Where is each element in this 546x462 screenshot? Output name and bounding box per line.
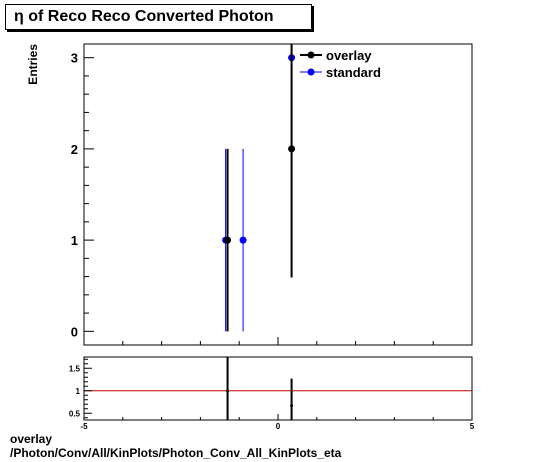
ratio-plot: 0.5 1 1.5 -5 0 5	[69, 356, 475, 431]
ratio-x-tick-label: 0	[276, 422, 281, 431]
y-tick-label: 0	[71, 324, 78, 339]
ratio-y-tick-label: 0.5	[69, 409, 81, 418]
ratio-y-tick-label: 1	[76, 387, 81, 396]
ratio-point	[290, 404, 294, 408]
legend-label-overlay: overlay	[326, 48, 372, 63]
plot-frame	[83, 43, 473, 346]
legend-marker-overlay	[307, 51, 315, 59]
main-plot: 0 1 2 3 Entries overlay standard	[26, 43, 473, 346]
ratio-x-tick-label: -5	[80, 422, 88, 431]
data-point-overlay	[224, 236, 232, 244]
plot-title: η of Reco Reco Converted Photon	[14, 8, 274, 25]
y-axis-label: Entries	[26, 44, 40, 85]
title-box: η of Reco Reco Converted Photon	[5, 4, 312, 30]
data-point-standard	[239, 236, 247, 244]
ratio-frame	[83, 356, 473, 421]
ratio-y-tick-label: 1.5	[69, 364, 81, 373]
data-point-overlay	[288, 145, 296, 153]
y-tick-label: 2	[71, 142, 78, 157]
legend-label-standard: standard	[326, 65, 381, 80]
legend-marker-standard	[307, 68, 315, 76]
y-tick-label: 3	[71, 51, 78, 66]
ratio-x-tick-label: 5	[470, 422, 475, 431]
footer-label-path: /Photon/Conv/All/KinPlots/Photon_Conv_Al…	[10, 446, 342, 460]
ratio-point	[226, 389, 230, 393]
footer-label-overlay: overlay	[10, 432, 53, 446]
y-tick-label: 1	[71, 233, 78, 248]
